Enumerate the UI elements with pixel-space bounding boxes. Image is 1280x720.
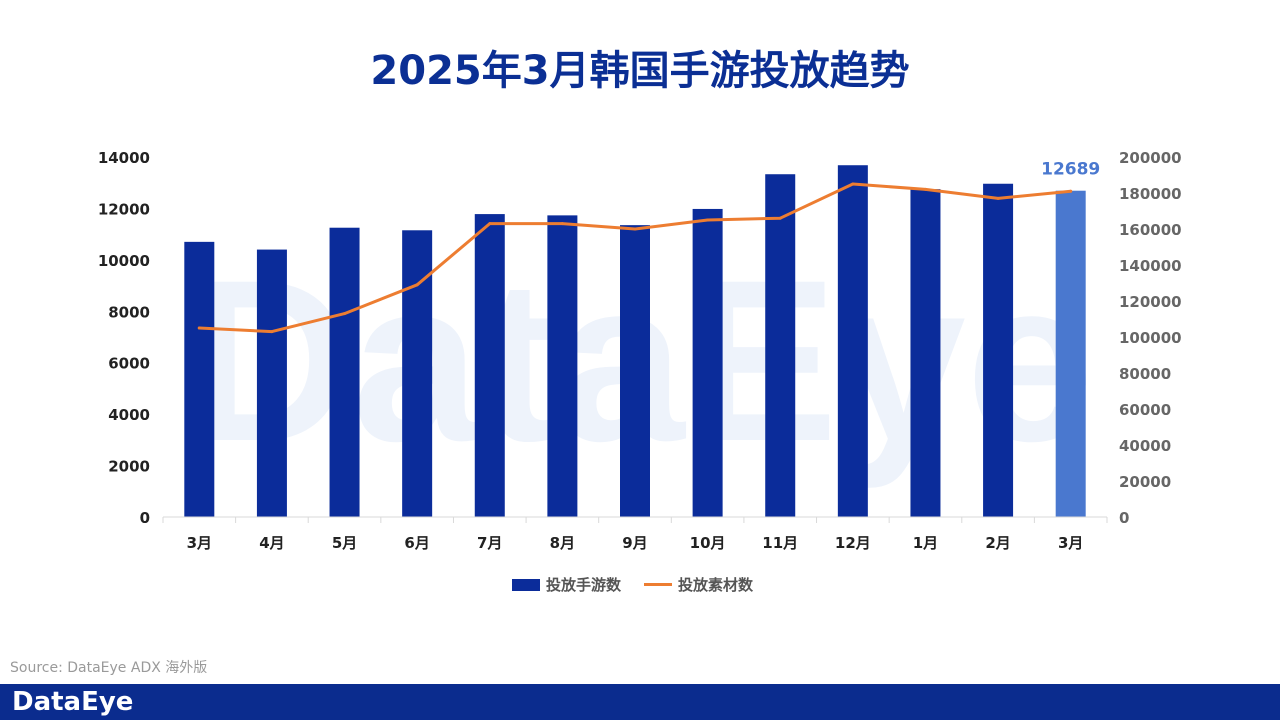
line-point (270, 330, 274, 334)
y-right-tick-label: 100000 (1119, 329, 1182, 347)
bar (474, 214, 505, 518)
axes-layer (162, 516, 1108, 523)
legend-label-line: 投放素材数 (678, 576, 754, 594)
bar (765, 174, 796, 517)
line-point (197, 326, 201, 330)
line-point (923, 187, 927, 191)
y-left-tick-label: 10000 (98, 252, 150, 270)
bar (184, 241, 215, 517)
y-left-tick-label: 8000 (108, 303, 150, 321)
line-point (851, 182, 855, 186)
bar (547, 215, 578, 517)
y-left-tick-label: 0 (140, 509, 150, 527)
line-point (706, 218, 710, 222)
line-point (415, 283, 419, 287)
x-tick-label: 6月 (404, 534, 429, 552)
y-right-tick-label: 200000 (1119, 149, 1182, 167)
labels-layer: 3月 4月 5月 6月 7月 8月 9月 10月 11月 12月 1月 2月 3月 0 2000 4000 60… (98, 149, 1182, 552)
bars-layer (184, 165, 1086, 518)
y-right-tick-label: 160000 (1119, 221, 1182, 239)
y-right-tick-label: 0 (1119, 509, 1129, 527)
x-tick-label: 5月 (332, 534, 357, 552)
bar (1055, 190, 1086, 517)
x-tick-label: 2月 (985, 534, 1010, 552)
bar (983, 183, 1014, 517)
x-tick-label: 9月 (622, 534, 647, 552)
line-point (996, 196, 1000, 200)
legend-swatch-line (644, 583, 672, 586)
legend: 投放手游数 投放素材数 (0, 574, 1280, 598)
y-left-tick-label: 12000 (98, 200, 150, 218)
y-right-tick-label: 140000 (1119, 257, 1182, 275)
bar (329, 227, 360, 517)
y-right-tick-label: 40000 (1119, 437, 1171, 455)
line-point (778, 216, 782, 220)
legend-label-bar: 投放手游数 (546, 576, 622, 594)
bar (910, 189, 941, 517)
x-tick-label: 1月 (913, 534, 938, 552)
y-right-tick-label: 80000 (1119, 365, 1171, 383)
x-tick-label: 8月 (550, 534, 575, 552)
y-right-tick-label: 180000 (1119, 185, 1182, 203)
x-tick-label: 3月 (187, 534, 212, 552)
line-point (1069, 189, 1073, 193)
bar (692, 208, 723, 517)
x-tick-label: 7月 (477, 534, 502, 552)
y-right-tick-label: 60000 (1119, 401, 1171, 419)
legend-item-line: 投放素材数 (644, 574, 753, 595)
bar (402, 230, 433, 518)
y-right-tick-label: 20000 (1119, 473, 1171, 491)
line-point (633, 227, 637, 231)
line-layer (197, 182, 1073, 334)
line-point (343, 312, 347, 316)
footer-bar: DataEye (0, 684, 1280, 720)
y-left-tick-label: 6000 (108, 355, 150, 373)
y-left-tick-label: 14000 (98, 149, 150, 167)
line-point (560, 222, 564, 226)
chart-title: 2025年3月韩国手游投放趋势 (370, 48, 910, 94)
bar (620, 225, 650, 517)
y-left-tick-label: 4000 (108, 406, 150, 424)
x-tick-label: 12月 (835, 534, 871, 552)
legend-swatch-bar (512, 578, 540, 591)
x-tick-label: 3月 (1058, 534, 1083, 552)
y-right-tick-label: 120000 (1119, 293, 1182, 311)
bar (256, 249, 287, 518)
x-tick-label: 10月 (690, 534, 726, 552)
highlight-data-label: 12689 (1041, 160, 1100, 180)
bar (837, 165, 868, 517)
x-tick-label: 4月 (259, 534, 284, 552)
line-point (488, 222, 492, 226)
legend-item-bar: 投放手游数 (512, 574, 621, 595)
x-tick-label: 11月 (762, 534, 798, 552)
y-left-tick-label: 2000 (108, 458, 150, 476)
footer-logo: DataEye (12, 687, 134, 717)
source-note: Source: DataEye ADX 海外版 (10, 660, 208, 676)
